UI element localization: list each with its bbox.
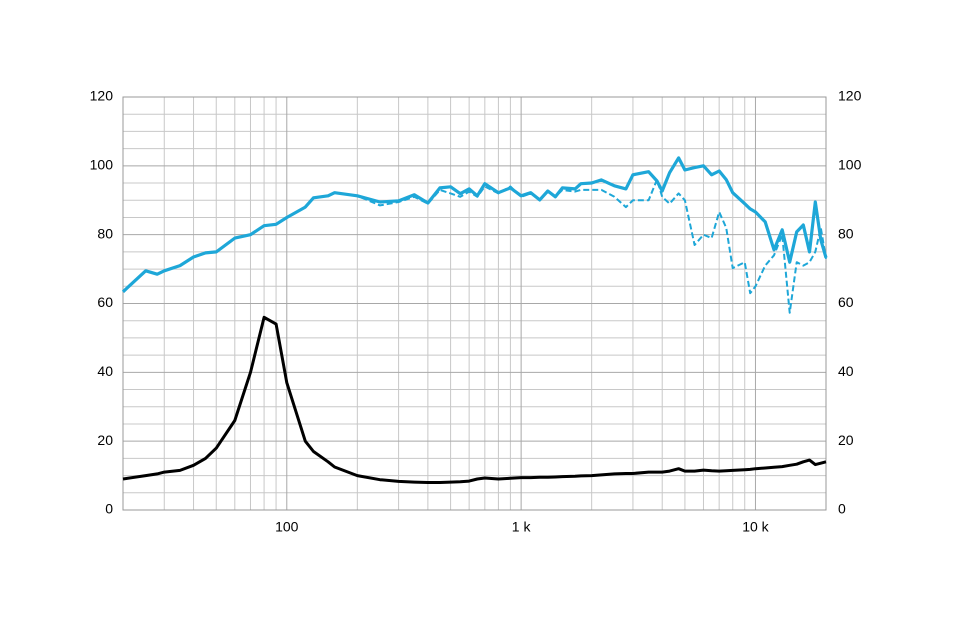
x-tick-label: 1 k <box>512 519 532 535</box>
y-tick-label: 0 <box>105 501 113 517</box>
y2-tick-label: 120 <box>838 88 862 104</box>
y-tick-label: 100 <box>90 157 114 173</box>
y-tick-label: 60 <box>97 294 113 310</box>
y2-tick-label: 60 <box>838 294 854 310</box>
x-tick-label: 100 <box>275 519 299 535</box>
y2-tick-label: 80 <box>838 225 854 241</box>
y2-tick-label: 0 <box>838 501 846 517</box>
data-line <box>122 178 827 314</box>
data-line <box>122 315 827 484</box>
x-tick-label: 10 k <box>742 519 769 535</box>
y-tick-label: 80 <box>97 225 113 241</box>
data-line <box>121 156 828 293</box>
y2-tick-label: 100 <box>838 157 862 173</box>
y2-tick-label: 40 <box>838 363 854 379</box>
y-tick-label: 40 <box>97 363 113 379</box>
y-tick-label: 20 <box>97 432 113 448</box>
y-tick-label: 120 <box>90 88 114 104</box>
plot-border <box>122 96 827 511</box>
y2-tick-label: 20 <box>838 432 854 448</box>
